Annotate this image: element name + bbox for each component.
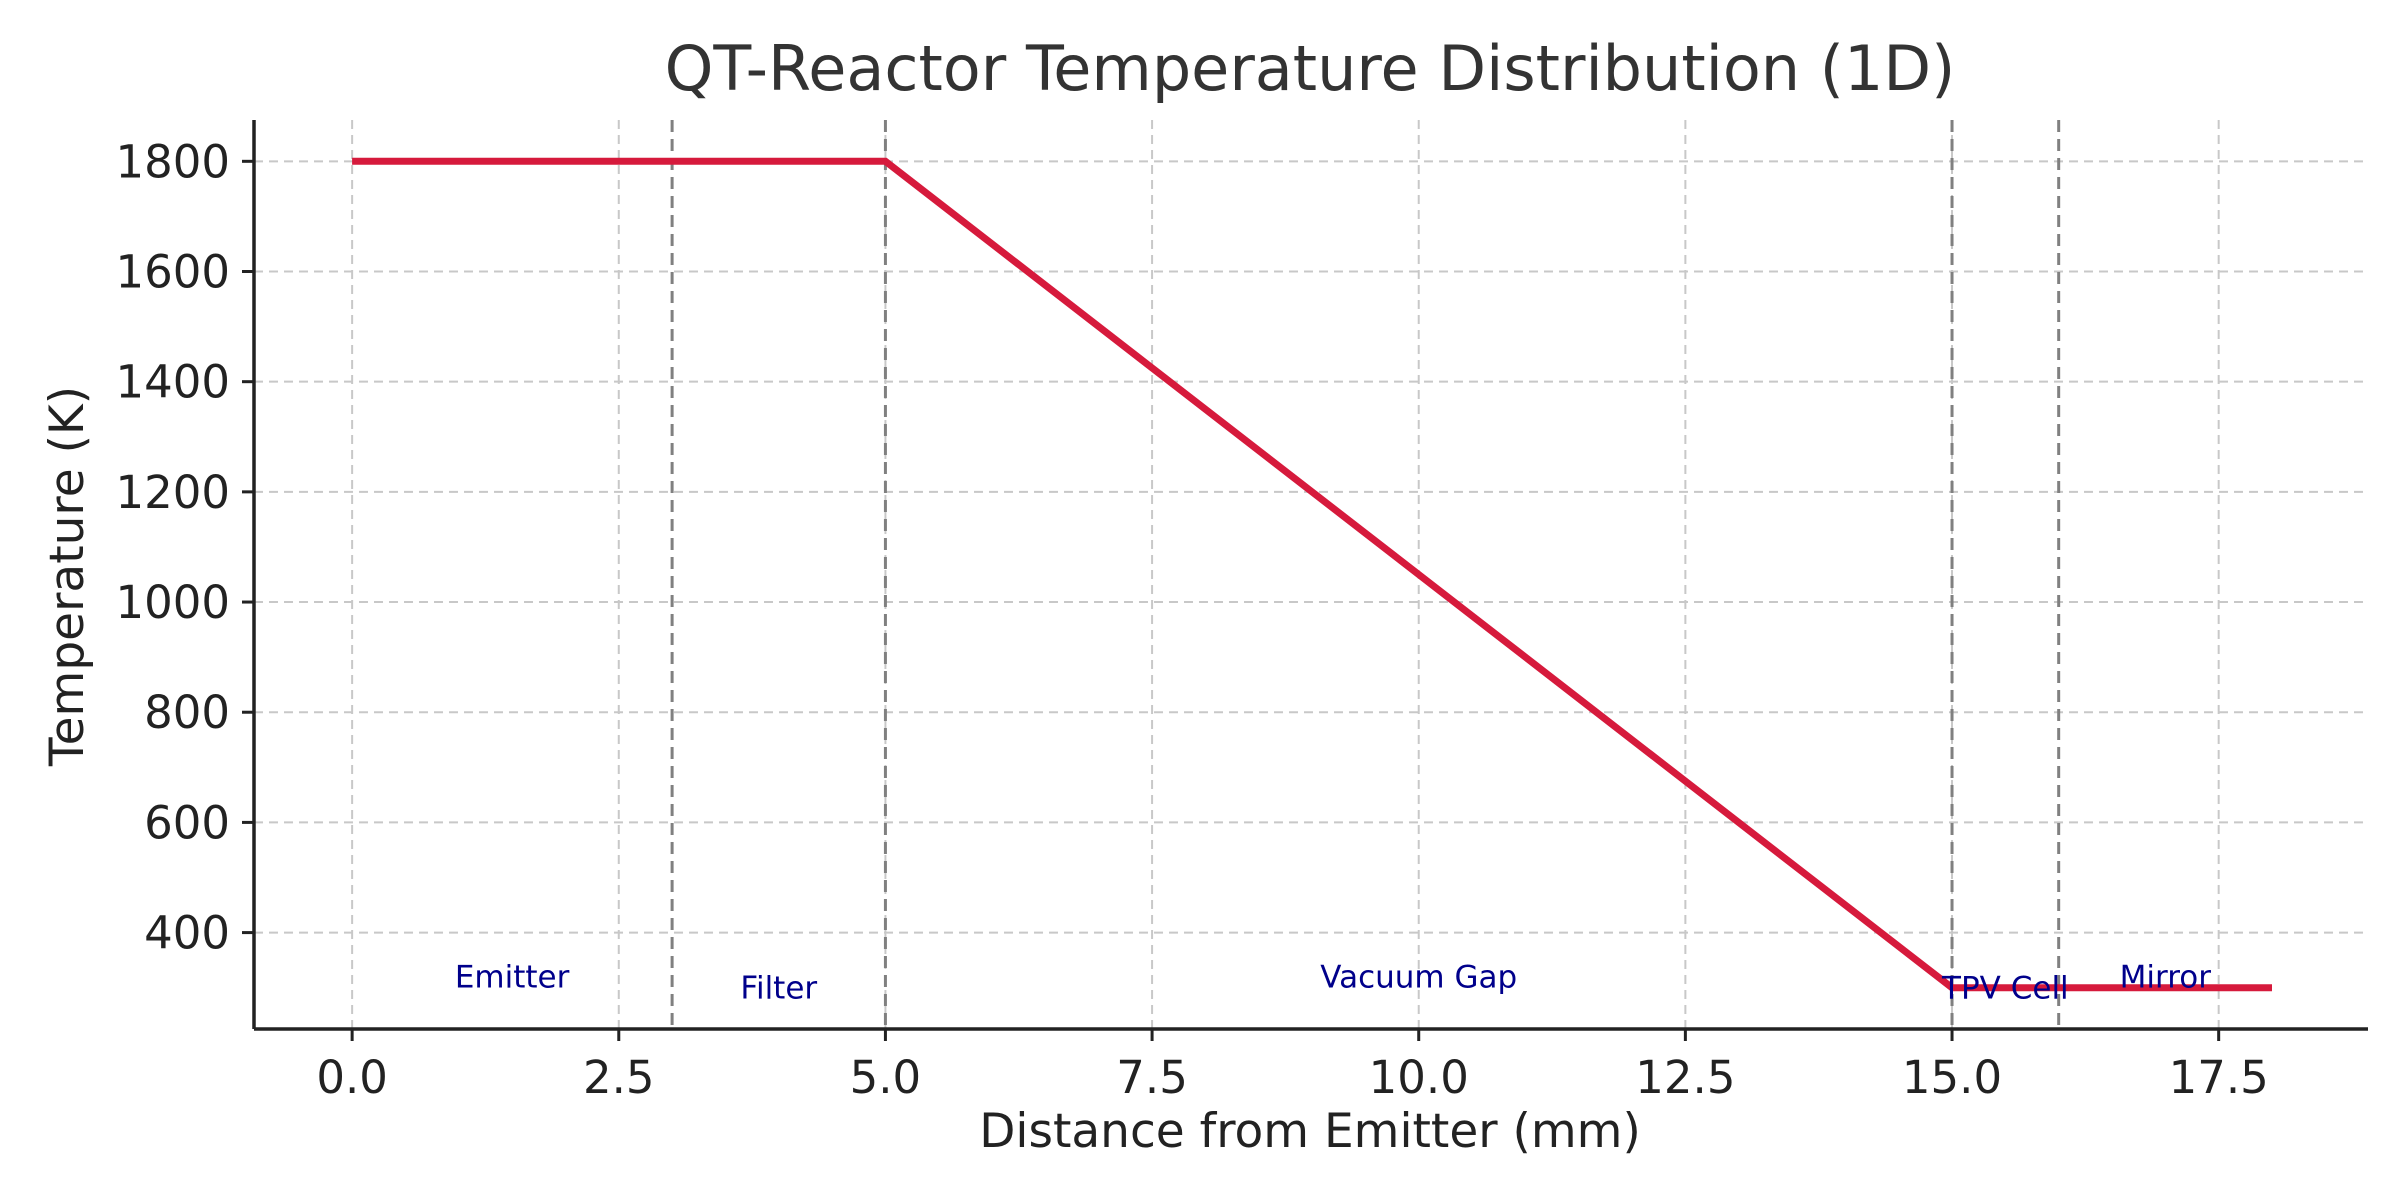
- x-tick-label: 10.0: [1369, 1051, 1469, 1104]
- axes: [252, 120, 2368, 1031]
- region-labels: Emitter Filter Vacuum Gap TPV Cell Mirror: [455, 960, 2211, 1007]
- y-tick-label: 600: [144, 796, 230, 849]
- series-layer: [352, 157, 2272, 992]
- grid: [254, 120, 2368, 1029]
- x-tick-label: 15.0: [1902, 1051, 2002, 1104]
- y-tick-label: 1800: [115, 135, 230, 188]
- temperature-series-line: [352, 157, 2272, 992]
- y-tick-label: 1000: [115, 576, 230, 629]
- x-tick-label: 5.0: [850, 1051, 922, 1104]
- region-label: TPV Cell: [1941, 971, 2069, 1007]
- y-tick-label: 1600: [115, 246, 230, 299]
- x-tick-label: 17.5: [2169, 1051, 2269, 1104]
- y-tick-label: 1400: [115, 356, 230, 409]
- region-label: Filter: [740, 971, 817, 1007]
- y-tick-label: 1200: [115, 466, 230, 519]
- y-tick-label: 400: [144, 907, 230, 960]
- region-label: Emitter: [455, 960, 570, 996]
- x-tick-label: 12.5: [1635, 1051, 1735, 1104]
- ticks: 0.0 2.5 5.0 7.5 10.0 12.5 15.0 17.5 400 600 800 100…: [115, 135, 2268, 1104]
- region-label: Vacuum Gap: [1320, 960, 1517, 996]
- x-tick-label: 0.0: [316, 1051, 388, 1104]
- region-boundaries: [670, 120, 2061, 1029]
- x-tick-label: 7.5: [1116, 1051, 1188, 1104]
- y-axis-label: Temperature (K): [40, 386, 95, 767]
- chart-title: QT-Reactor Temperature Distribution (1D): [665, 32, 1956, 105]
- region-label: Mirror: [2120, 960, 2212, 996]
- y-tick-label: 800: [144, 686, 230, 739]
- x-axis-label: Distance from Emitter (mm): [979, 1104, 1641, 1159]
- x-tick-label: 2.5: [583, 1051, 655, 1104]
